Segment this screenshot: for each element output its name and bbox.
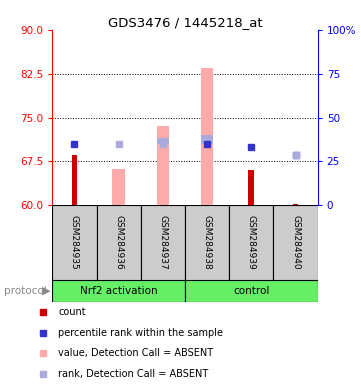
Bar [52,280,185,302]
Text: GSM284937: GSM284937 [158,215,168,270]
Bar [248,170,254,205]
Text: GSM284940: GSM284940 [291,215,300,270]
Bar [52,205,97,280]
Bar [157,126,169,205]
Text: GSM284935: GSM284935 [70,215,79,270]
Bar [141,205,185,280]
Text: count: count [58,307,86,317]
Text: ▶: ▶ [42,286,50,296]
Bar [185,205,229,280]
Text: Nrf2 activation: Nrf2 activation [80,286,157,296]
Text: protocol: protocol [4,286,46,296]
Bar [71,156,77,205]
Text: control: control [233,286,270,296]
Bar [97,205,141,280]
Text: GSM284936: GSM284936 [114,215,123,270]
Text: percentile rank within the sample: percentile rank within the sample [58,328,223,338]
Bar [229,205,274,280]
Bar [293,204,299,205]
Text: rank, Detection Call = ABSENT: rank, Detection Call = ABSENT [58,369,209,379]
Bar [113,169,125,205]
Text: value, Detection Call = ABSENT: value, Detection Call = ABSENT [58,348,214,358]
Bar [185,280,318,302]
Text: GSM284939: GSM284939 [247,215,256,270]
Bar [157,138,169,144]
Title: GDS3476 / 1445218_at: GDS3476 / 1445218_at [108,16,262,29]
Bar [201,68,213,205]
Bar [201,135,213,144]
Text: GSM284938: GSM284938 [203,215,212,270]
Bar [274,205,318,280]
